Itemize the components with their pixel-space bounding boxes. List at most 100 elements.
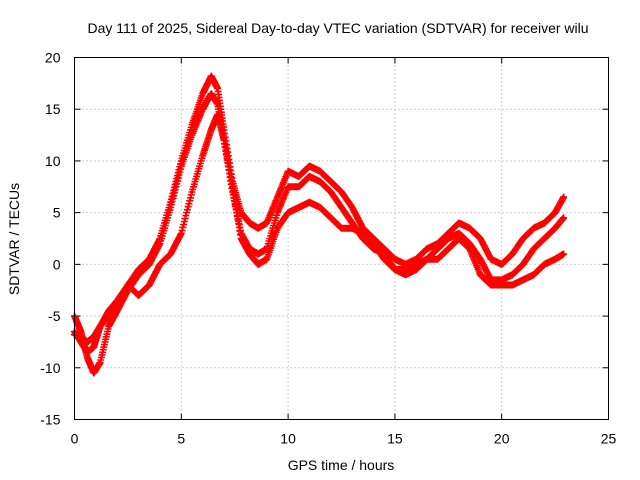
data-point xyxy=(92,371,96,375)
x-tick-label: 25 xyxy=(601,431,617,447)
data-point xyxy=(562,216,566,220)
data-point xyxy=(318,205,322,210)
data-point xyxy=(209,128,213,132)
x-axis-label: GPS time / hours xyxy=(288,457,395,473)
data-point xyxy=(329,190,333,194)
data-point xyxy=(265,257,269,261)
data-point xyxy=(216,112,220,116)
series-track-3 xyxy=(71,110,568,346)
data-point xyxy=(510,283,514,287)
x-tick-label: 15 xyxy=(387,431,403,447)
data-point xyxy=(361,226,365,230)
data-point xyxy=(553,211,557,215)
data-point xyxy=(436,257,440,261)
data-point xyxy=(248,221,252,225)
data-point xyxy=(92,335,96,339)
plot-frame xyxy=(74,57,609,420)
data-point xyxy=(489,257,493,261)
data-point xyxy=(79,329,83,334)
data-point xyxy=(107,314,111,318)
data-point xyxy=(393,267,397,272)
data-point xyxy=(478,273,482,277)
x-tick-label: 5 xyxy=(177,431,185,447)
data-point xyxy=(339,205,344,210)
data-point xyxy=(414,267,418,272)
data-point xyxy=(500,262,504,266)
series-markers xyxy=(71,90,568,377)
data-point xyxy=(350,226,354,230)
data-point xyxy=(158,262,162,266)
y-tick-label: -15 xyxy=(40,412,60,428)
data-point xyxy=(446,231,450,235)
data-point xyxy=(436,247,440,251)
data-point xyxy=(179,164,183,168)
data-point xyxy=(147,283,151,287)
data-point xyxy=(350,221,354,225)
data-point xyxy=(92,345,96,349)
data-point xyxy=(425,257,429,261)
data-point xyxy=(425,247,429,251)
series-track-2 xyxy=(71,90,568,377)
data-point xyxy=(216,102,220,106)
y-tick-label: 10 xyxy=(45,153,61,169)
data-point xyxy=(239,236,243,241)
data-point xyxy=(256,262,260,266)
data-point xyxy=(286,169,290,173)
data-point xyxy=(147,262,151,266)
data-point xyxy=(414,262,418,266)
data-point xyxy=(521,236,525,241)
data-point xyxy=(350,205,354,210)
data-point xyxy=(265,221,269,225)
data-point xyxy=(307,200,312,204)
data-point xyxy=(542,221,547,225)
series-track-1 xyxy=(71,72,568,356)
data-point xyxy=(478,257,482,261)
data-point xyxy=(126,283,130,287)
data-point xyxy=(85,340,89,344)
data-point xyxy=(562,195,566,199)
data-point xyxy=(510,273,514,277)
data-point xyxy=(169,252,173,256)
data-point xyxy=(553,257,557,261)
data-point xyxy=(190,190,194,194)
data-point xyxy=(201,154,205,158)
data-point xyxy=(136,293,141,297)
data-point xyxy=(521,278,525,282)
data-point xyxy=(222,138,226,142)
data-point xyxy=(201,107,205,111)
y-tick-label: 5 xyxy=(53,205,61,221)
data-point xyxy=(169,205,173,210)
data-point xyxy=(542,236,547,241)
data-point xyxy=(457,236,461,241)
chart-title: Day 111 of 2025, Sidereal Day-to-day VTE… xyxy=(87,20,588,36)
data-point xyxy=(318,180,322,184)
x-tick-label: 0 xyxy=(71,431,79,447)
data-point xyxy=(500,283,504,287)
data-point xyxy=(275,195,280,199)
data-point xyxy=(297,205,301,210)
data-point xyxy=(468,247,472,251)
data-point xyxy=(190,133,194,137)
data-point xyxy=(107,324,111,329)
data-point xyxy=(478,236,482,241)
data-point xyxy=(403,273,408,277)
data-markers xyxy=(71,72,568,377)
data-point xyxy=(297,185,301,189)
data-point xyxy=(361,231,365,235)
data-point xyxy=(256,252,260,256)
data-point xyxy=(115,304,119,308)
data-point xyxy=(307,174,312,179)
data-point xyxy=(79,335,83,339)
data-point xyxy=(339,190,344,194)
data-point xyxy=(136,273,141,277)
grid-lines xyxy=(74,57,609,420)
data-point xyxy=(371,242,376,246)
data-point xyxy=(532,226,536,230)
y-tick-label: 20 xyxy=(45,50,61,66)
data-point xyxy=(85,355,89,360)
data-point xyxy=(468,226,472,230)
data-point xyxy=(414,257,418,261)
data-point xyxy=(510,252,514,256)
